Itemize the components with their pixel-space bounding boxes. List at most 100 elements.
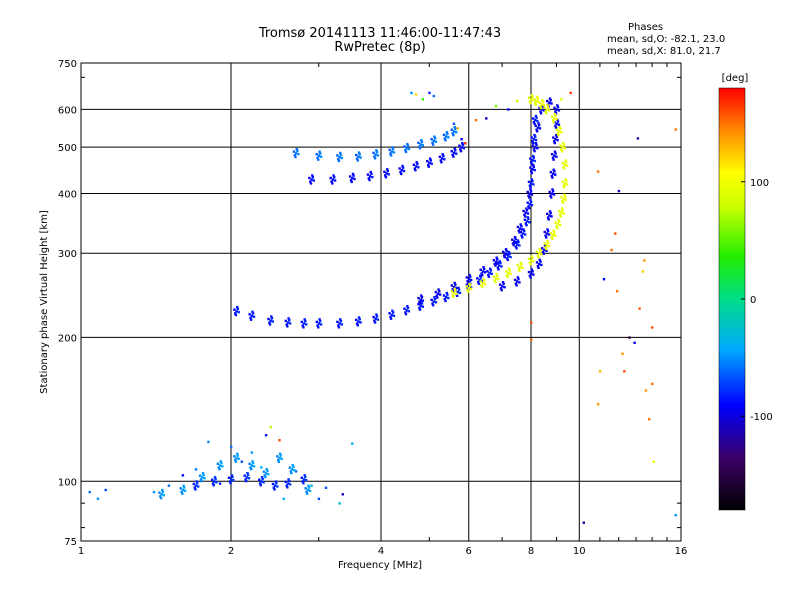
data-point [158, 491, 161, 494]
data-point [400, 172, 403, 176]
data-point [461, 142, 464, 145]
data-point [560, 131, 563, 134]
data-point [643, 259, 646, 262]
data-point [529, 276, 532, 279]
data-point [527, 217, 530, 221]
data-point [533, 159, 536, 163]
data-point [316, 324, 319, 327]
data-point [615, 290, 619, 293]
y-tick-label: 750 [58, 59, 77, 70]
data-point [522, 228, 525, 231]
data-point [561, 161, 564, 165]
data-point [541, 250, 545, 254]
data-point [540, 103, 543, 106]
data-point [318, 150, 321, 153]
data-point [562, 212, 565, 215]
data-point [250, 314, 253, 318]
data-point [152, 490, 156, 494]
data-point [534, 101, 537, 105]
data-point [450, 150, 453, 153]
data-point [319, 155, 323, 158]
data-point [287, 317, 290, 320]
data-point [348, 175, 352, 178]
data-point [509, 255, 512, 259]
data-point [417, 296, 420, 300]
data-point [304, 475, 307, 479]
data-point [555, 155, 558, 158]
data-point [596, 170, 600, 173]
data-point [530, 161, 533, 164]
data-point [391, 146, 394, 149]
data-point [250, 318, 253, 321]
data-point [324, 486, 328, 489]
data-point [525, 220, 529, 223]
data-point [376, 318, 380, 321]
data-point [271, 482, 275, 486]
data-point [412, 163, 416, 166]
x-tick-label: 2 [228, 546, 234, 557]
data-point [269, 319, 272, 322]
data-point [483, 279, 486, 282]
data-point [353, 177, 356, 181]
data-point [194, 468, 198, 471]
data-point [349, 179, 353, 182]
data-point [550, 115, 554, 118]
data-point [333, 176, 336, 179]
data-point [533, 133, 536, 137]
colorbar-label: [deg] [722, 73, 749, 84]
data-point [554, 234, 557, 237]
data-point [469, 284, 472, 287]
data-point [518, 227, 522, 230]
data-point [532, 165, 535, 168]
data-point [308, 176, 311, 180]
data-point [537, 122, 540, 125]
data-point [621, 352, 624, 355]
data-point [560, 196, 563, 199]
data-point [389, 315, 392, 319]
data-point [524, 222, 527, 225]
data-point [453, 281, 456, 285]
data-point [317, 326, 320, 329]
data-point [277, 460, 280, 463]
data-point [493, 262, 496, 266]
data-point [554, 221, 557, 224]
data-point [452, 133, 455, 137]
data-point [494, 280, 497, 284]
data-point [557, 219, 560, 222]
data-point [455, 292, 458, 295]
data-point [267, 317, 270, 321]
data-point [302, 478, 306, 481]
data-point [528, 192, 531, 195]
data-point [359, 156, 362, 159]
data-point [502, 282, 505, 285]
data-point [481, 285, 484, 289]
data-point [444, 135, 448, 138]
data-point [563, 186, 566, 189]
data-point [483, 267, 486, 271]
data-point [435, 294, 438, 297]
data-point [528, 196, 531, 199]
data-point [465, 285, 468, 288]
data-point [541, 105, 545, 109]
data-point [245, 476, 249, 479]
data-point [357, 151, 361, 154]
data-point [535, 261, 539, 264]
data-point [542, 109, 546, 112]
data-point [303, 318, 306, 321]
data-point [420, 294, 423, 297]
data-point [318, 318, 321, 321]
data-point [338, 322, 341, 325]
data-point [536, 254, 540, 257]
data-point [420, 139, 423, 142]
data-point [269, 425, 272, 429]
data-point [162, 494, 165, 497]
data-point [516, 225, 520, 229]
data-point [366, 173, 370, 176]
data-point [292, 150, 296, 153]
data-point [432, 139, 435, 142]
data-point [536, 95, 539, 99]
data-point [561, 209, 564, 212]
data-point [304, 319, 307, 323]
data-point [428, 91, 431, 95]
data-point [211, 478, 214, 481]
